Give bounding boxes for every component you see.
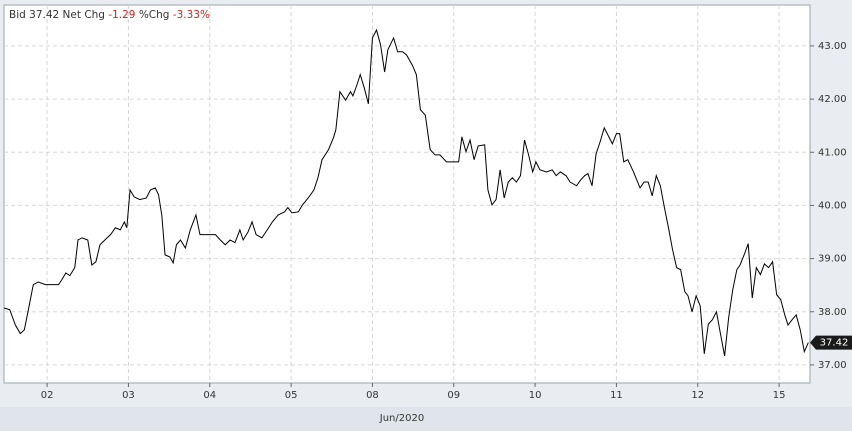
x-tick-label: 11 (610, 390, 623, 401)
x-tick-label: 08 (366, 390, 379, 401)
y-tick-label: 38.00 (818, 307, 847, 318)
y-tick-label: 42.00 (818, 94, 847, 105)
x-axis-label: Jun/2020 (379, 413, 424, 424)
x-tick-label: 02 (41, 390, 54, 401)
y-tick-label: 37.00 (818, 360, 847, 371)
x-tick-label: 03 (122, 390, 135, 401)
plot-area (3, 4, 811, 384)
footer-band (0, 407, 852, 431)
pct-chg-value: -3.33% (172, 9, 210, 21)
bid-label: Bid (9, 9, 26, 21)
y-tick-label: 39.00 (818, 254, 847, 265)
y-tick-label: 41.00 (818, 147, 847, 158)
header: Bid 37.42 Net Chg -1.29 %Chg -3.33% (9, 9, 210, 21)
net-chg-label: Net Chg (62, 9, 105, 21)
price-line (3, 28, 809, 356)
y-tick-label: 43.00 (818, 41, 847, 52)
pct-chg-label: %Chg (138, 9, 170, 21)
bid-value: 37.42 (29, 9, 60, 21)
x-tick-label: 15 (773, 390, 786, 401)
x-tick-label: 09 (447, 390, 460, 401)
x-tick-label: 05 (285, 390, 298, 401)
last-price-label: 37.42 (820, 338, 849, 349)
last-price-box (810, 335, 852, 350)
y-tick-label: 40.00 (818, 200, 847, 211)
x-tick-label: 04 (203, 390, 216, 401)
x-tick-label: 10 (529, 390, 542, 401)
x-tick-label: 12 (691, 390, 704, 401)
net-chg-value: -1.29 (108, 9, 136, 21)
